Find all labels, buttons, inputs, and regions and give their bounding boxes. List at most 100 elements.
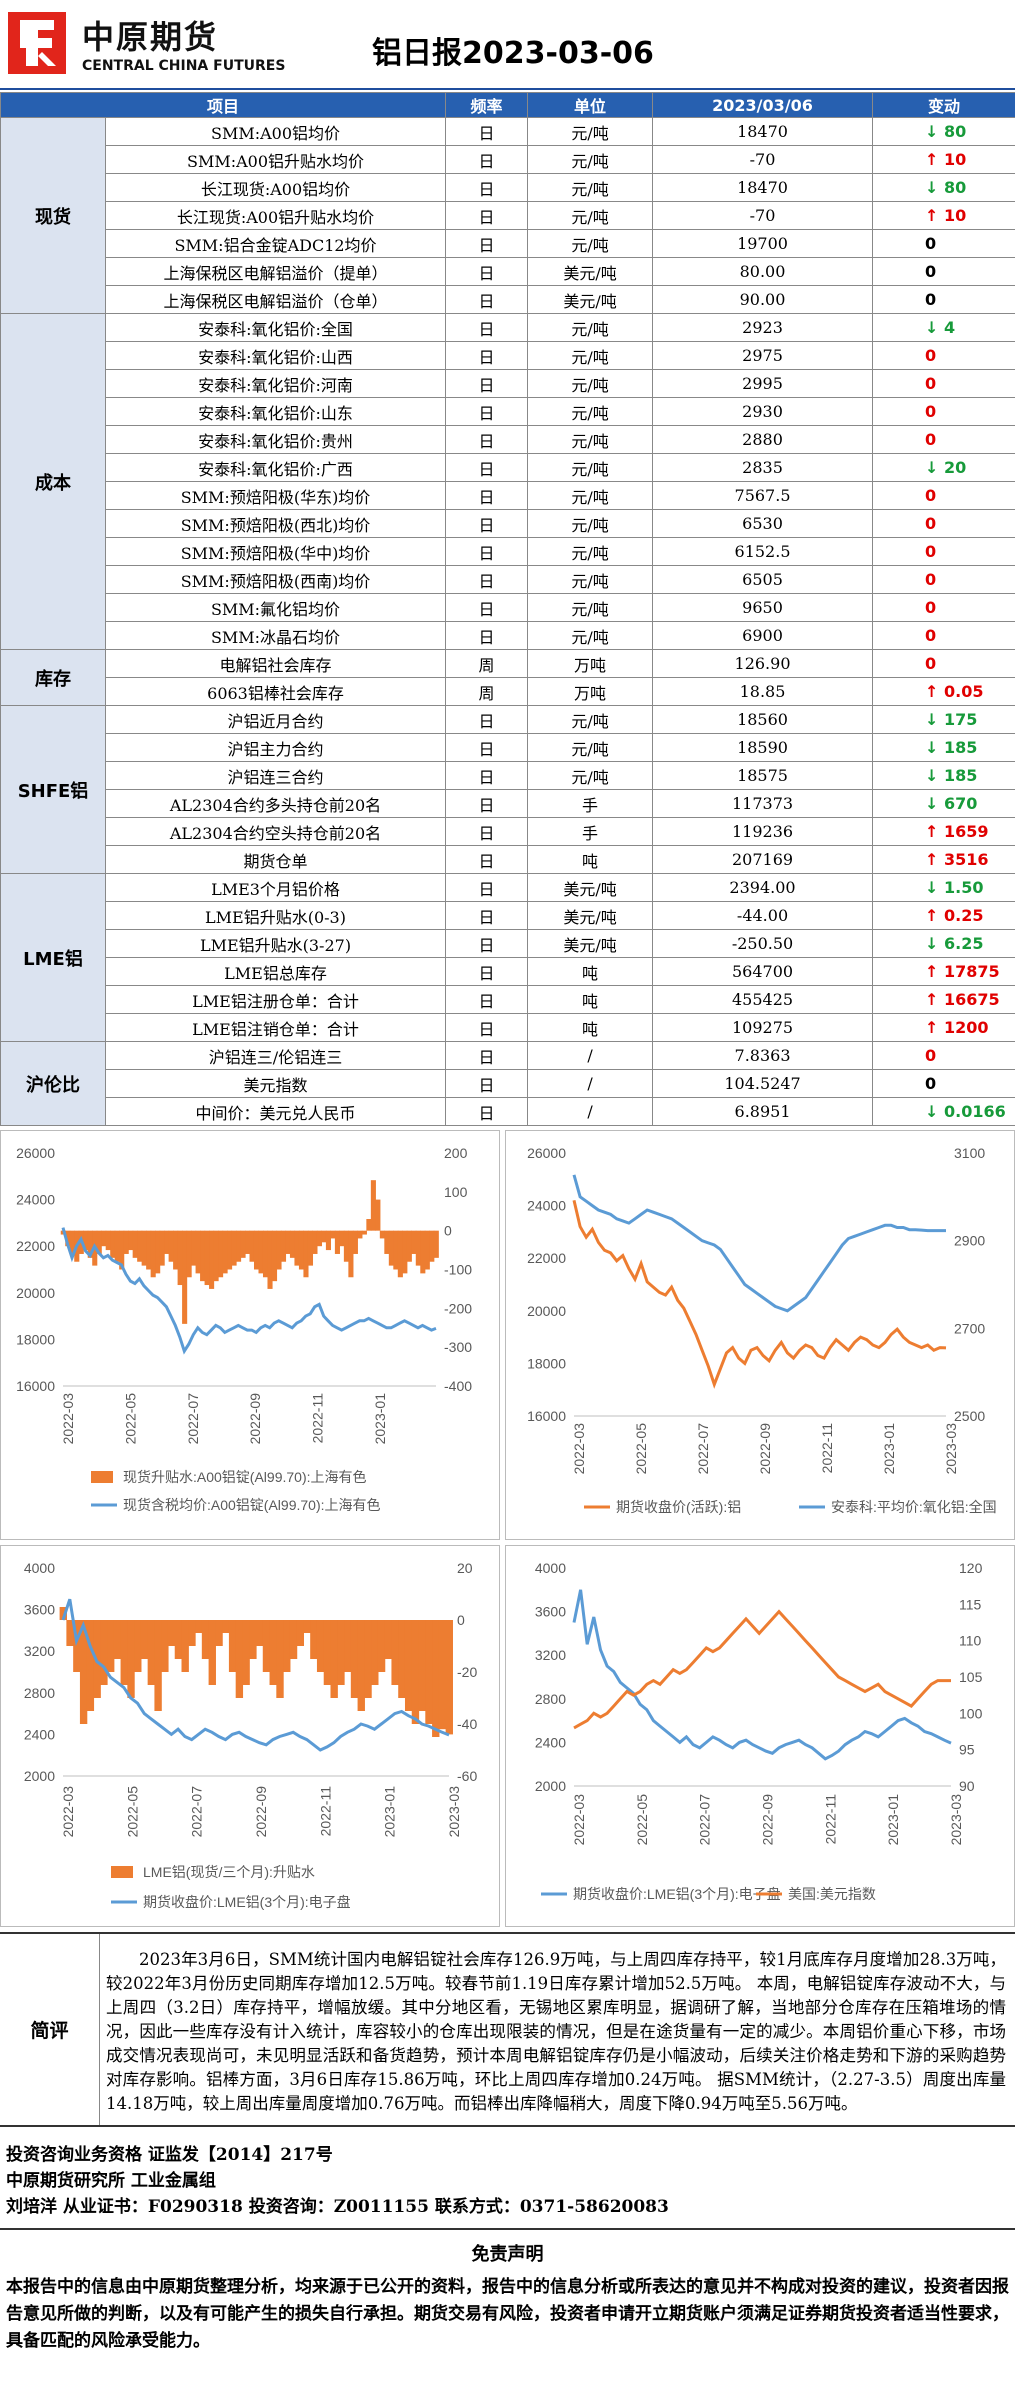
arrow-down-icon: ↓ (925, 1102, 939, 1121)
header-date: 2023/03/06 (652, 92, 874, 118)
change-value: 10 (944, 150, 967, 169)
item-cell: SMM:A00铝均价 (104, 117, 447, 146)
change-cell: ↓ 185 (872, 733, 1015, 762)
change-cell: ↑ 1659 (872, 817, 1015, 846)
unit-cell: 手 (527, 789, 654, 818)
bar (150, 1230, 156, 1278)
item-cell: SMM:氟化铝均价 (104, 593, 447, 622)
frequency-cell: 日 (445, 257, 529, 286)
bar (256, 1620, 264, 1646)
item-cell: 沪铝连三/伦铝连三 (104, 1041, 447, 1070)
legend-label: 安泰科:平均价:氧化铝:全国 (831, 1499, 997, 1515)
y-tick-label: 2800 (535, 1691, 566, 1707)
unit-cell: 元/吨 (527, 593, 654, 622)
bar (350, 1620, 359, 1698)
value-cell: 80.00 (652, 257, 874, 286)
value-cell: 19700 (652, 229, 874, 258)
bar (267, 1230, 273, 1289)
value-cell: 18575 (652, 761, 874, 790)
arrow-down-icon: ↓ (925, 738, 939, 757)
unit-cell: 美元/吨 (527, 873, 654, 902)
unit-cell: 万吨 (527, 649, 654, 678)
bar (204, 1230, 210, 1286)
item-cell: SMM:预焙阳极(华东)均价 (104, 481, 447, 510)
change-value: 670 (944, 794, 978, 813)
y2-tick-label: -200 (444, 1300, 472, 1316)
bar (66, 1620, 74, 1646)
bar (228, 1620, 237, 1672)
y2-tick-label: -40 (457, 1716, 477, 1732)
x-tick-label: 2022-11 (822, 1794, 838, 1845)
bar (298, 1230, 305, 1270)
bar (110, 1230, 116, 1258)
bar (269, 1620, 277, 1685)
table-row: SMM:预焙阳极(西南)均价日元/吨 6505 0 (1, 565, 1015, 594)
change-cell: ↓ 175 (872, 705, 1015, 734)
table-row: LME铝注销仓单：合计日吨 109275 ↑ 1200 (1, 1013, 1015, 1042)
y2-tick-label: -60 (457, 1768, 477, 1784)
bar (424, 1230, 430, 1270)
bar (134, 1620, 142, 1672)
change-value: 0 (925, 290, 937, 309)
y-tick-label: 24000 (16, 1192, 55, 1208)
frequency-cell: 日 (445, 705, 529, 734)
value-cell: 6530 (652, 509, 874, 538)
item-cell: 电解铝社会库存 (104, 649, 447, 678)
arrow-down-icon: ↓ (925, 178, 939, 197)
arrow-up-icon: ↑ (925, 1018, 939, 1037)
bar (186, 1230, 192, 1278)
x-tick-label: 2022-05 (633, 1423, 649, 1475)
header-frequency: 频率 (445, 92, 529, 118)
change-value: 6.25 (944, 934, 984, 953)
x-tick-label: 2022-03 (571, 1423, 587, 1475)
change-value: 0 (925, 654, 937, 673)
table-row: 沪伦比 沪铝连三/伦铝连三日/7.8363 0 (0, 1041, 1015, 1126)
legend-label: 现货升贴水:A00铝锭(Al99.70):上海有色 (123, 1469, 367, 1485)
change-cell: ↓ 185 (872, 761, 1015, 790)
frequency-cell: 日 (445, 873, 529, 902)
y-tick-label: 18000 (16, 1331, 55, 1347)
frequency-cell: 日 (445, 229, 529, 258)
unit-cell: 元/吨 (527, 481, 654, 510)
bar (191, 1230, 197, 1266)
value-cell: 6152.5 (652, 537, 874, 566)
change-value: 0 (925, 486, 937, 505)
bar (445, 1620, 453, 1735)
bar (154, 1620, 162, 1711)
change-cell: 0 (872, 285, 1015, 314)
value-cell: 90.00 (652, 285, 874, 314)
item-cell: 期货仓单 (104, 845, 447, 874)
y2-tick-label: 90 (959, 1778, 975, 1794)
change-cell: ↓ 80 (872, 173, 1015, 202)
unit-cell: 元/吨 (527, 425, 654, 454)
value-cell: 6.8951 (652, 1097, 874, 1126)
bar (195, 1620, 203, 1633)
change-value: 0 (925, 1046, 937, 1065)
y-tick-label: 16000 (16, 1378, 55, 1394)
value-cell: -70 (652, 145, 874, 174)
x-tick-label: 2022-03 (60, 1786, 76, 1838)
change-cell: ↑ 3516 (872, 845, 1015, 874)
header-change: 变动 (872, 92, 1015, 118)
table-row: SMM:预焙阳极(西北)均价日元/吨 6530 0 (1, 509, 1015, 538)
chart-futures-alumina: 26000 24000 22000 20000 18000 16000 3100 2900 27… (505, 1130, 1015, 1540)
table-row: 成本 安泰科:氧化铝价:全国日元/吨 2923 ↓ 4 (0, 313, 1015, 650)
item-cell: 上海保税区电解铝溢价（提单） (104, 257, 447, 286)
item-cell: 安泰科:氧化铝价:河南 (104, 369, 447, 398)
change-value: 0.25 (944, 906, 984, 925)
x-tick-label: 2023-01 (372, 1393, 388, 1445)
arrow-down-icon: ↓ (925, 318, 939, 337)
y-tick-label: 24000 (527, 1198, 566, 1214)
bar (438, 1620, 447, 1730)
x-tick-label: 2022-11 (310, 1393, 326, 1444)
change-value: 1659 (944, 822, 989, 841)
bar (249, 1620, 257, 1659)
bar (330, 1620, 338, 1698)
company-name-en: CENTRAL CHINA FUTURES (82, 58, 286, 74)
value-cell: 109275 (652, 1013, 874, 1042)
item-cell: AL2304合约多头持仓前20名 (104, 789, 447, 818)
x-tick-label: 2023-01 (382, 1786, 398, 1838)
frequency-cell: 日 (445, 789, 529, 818)
x-tick-label: 2022-07 (189, 1786, 205, 1838)
table-row: SMM:铝合金锭ADC12均价日元/吨 19700 0 (1, 229, 1015, 258)
